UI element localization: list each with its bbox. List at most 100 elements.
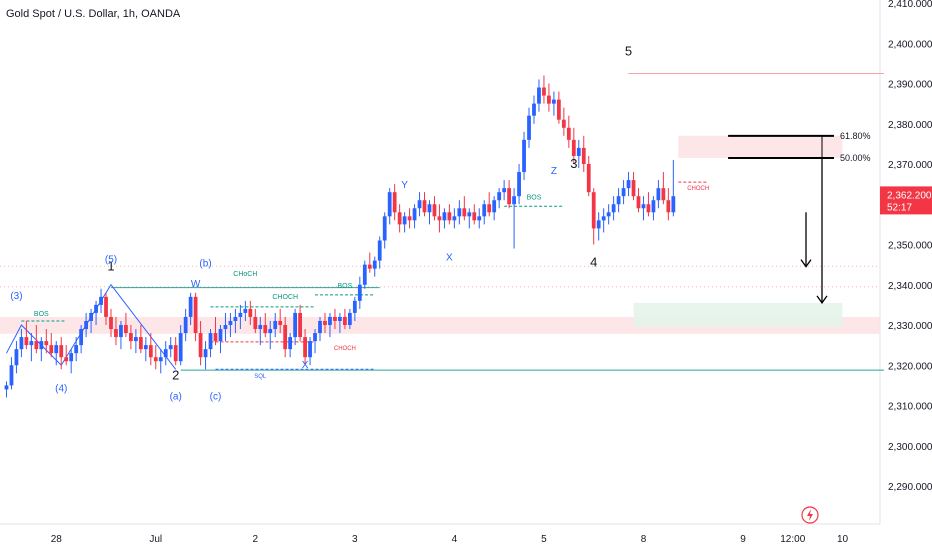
candle <box>507 180 512 209</box>
candle-body <box>547 95 551 104</box>
wave-label-5: (5) <box>105 255 117 266</box>
projection-arrow <box>800 212 812 268</box>
annotation-choch: CHOCH <box>334 346 356 352</box>
candle <box>4 381 9 398</box>
candle-body <box>537 87 541 104</box>
candle <box>671 159 676 217</box>
candle-body <box>636 196 641 209</box>
candle <box>352 296 357 321</box>
candle <box>532 95 536 124</box>
candle <box>89 308 93 334</box>
x-tick-label: 5 <box>541 534 547 545</box>
candle-body <box>94 304 98 313</box>
candle <box>367 252 372 273</box>
candle-body <box>532 103 536 116</box>
candle <box>606 204 611 225</box>
candle <box>347 308 352 330</box>
candle <box>487 192 492 217</box>
candle <box>591 188 596 245</box>
candle <box>29 333 34 362</box>
candle-body <box>248 308 253 317</box>
candle-body <box>542 87 546 96</box>
candle <box>263 312 268 338</box>
candle-body <box>148 345 153 358</box>
candle <box>442 208 447 229</box>
candle <box>109 308 113 338</box>
candle-body <box>114 329 118 338</box>
candle <box>223 312 228 342</box>
candle <box>218 325 223 354</box>
arrow-head <box>800 259 812 268</box>
candle-body <box>4 385 9 390</box>
wave-label-3: 3 <box>570 156 577 171</box>
candle-body <box>19 337 24 350</box>
x-tick-label: 4 <box>452 534 458 545</box>
candle-body <box>362 264 367 285</box>
candle-body <box>138 337 143 350</box>
candle <box>586 155 591 197</box>
candle <box>522 131 526 181</box>
candle <box>457 200 462 225</box>
candle <box>357 276 362 309</box>
lightning-icon[interactable] <box>801 506 819 524</box>
y-tick-label: 2,340.000 <box>888 281 932 292</box>
candle <box>198 320 203 366</box>
arrow-head <box>816 295 828 304</box>
candle-body <box>666 200 671 213</box>
candle-body <box>273 320 278 330</box>
candle-body <box>233 316 238 321</box>
candle <box>427 200 432 225</box>
candle <box>377 236 382 269</box>
candle-body <box>347 312 352 325</box>
annotation-bos: BOS <box>337 283 352 290</box>
wave-label-X: X <box>302 360 309 371</box>
candle-body <box>119 325 123 338</box>
candle <box>556 91 561 124</box>
candle <box>561 107 566 136</box>
candle-body <box>412 208 417 221</box>
x-tick-label: 10 <box>837 534 849 545</box>
candle-body <box>581 147 586 164</box>
candle <box>492 196 497 221</box>
annotation-choch: CHOCH <box>687 186 709 192</box>
x-tick-label: 9 <box>740 534 746 545</box>
candle-body <box>661 188 666 201</box>
candle-body <box>402 216 407 225</box>
candle <box>243 300 248 321</box>
candle <box>397 204 402 233</box>
candle <box>432 196 437 221</box>
candle <box>472 204 477 225</box>
x-tick-label: 12:00 <box>780 534 805 545</box>
candle <box>621 180 626 205</box>
candle <box>298 304 302 342</box>
candle <box>54 341 59 366</box>
candle <box>74 337 79 362</box>
y-tick-label: 2,320.000 <box>888 361 932 372</box>
candle-body <box>507 188 512 205</box>
candle <box>313 329 317 354</box>
candle <box>173 337 178 366</box>
candle-body <box>338 316 342 321</box>
candle-body <box>566 127 571 140</box>
candle-body <box>651 200 656 213</box>
candle-body <box>422 200 427 213</box>
candle <box>9 357 14 390</box>
candle-body <box>631 180 636 197</box>
current-price-label: 2,362.200 <box>887 190 932 201</box>
candle <box>422 192 427 217</box>
candle <box>283 316 288 358</box>
candle-body <box>492 200 497 213</box>
candle <box>407 208 412 229</box>
candle-body <box>462 208 467 217</box>
wave-label-3: (3) <box>10 291 22 302</box>
candle-body <box>124 325 128 334</box>
candle-body <box>333 316 337 321</box>
candle-body <box>79 329 84 346</box>
annotation-bos: BOS <box>527 194 542 201</box>
candle-body <box>472 212 477 221</box>
candle <box>611 196 616 221</box>
wave-label-Z: Z <box>551 166 557 177</box>
